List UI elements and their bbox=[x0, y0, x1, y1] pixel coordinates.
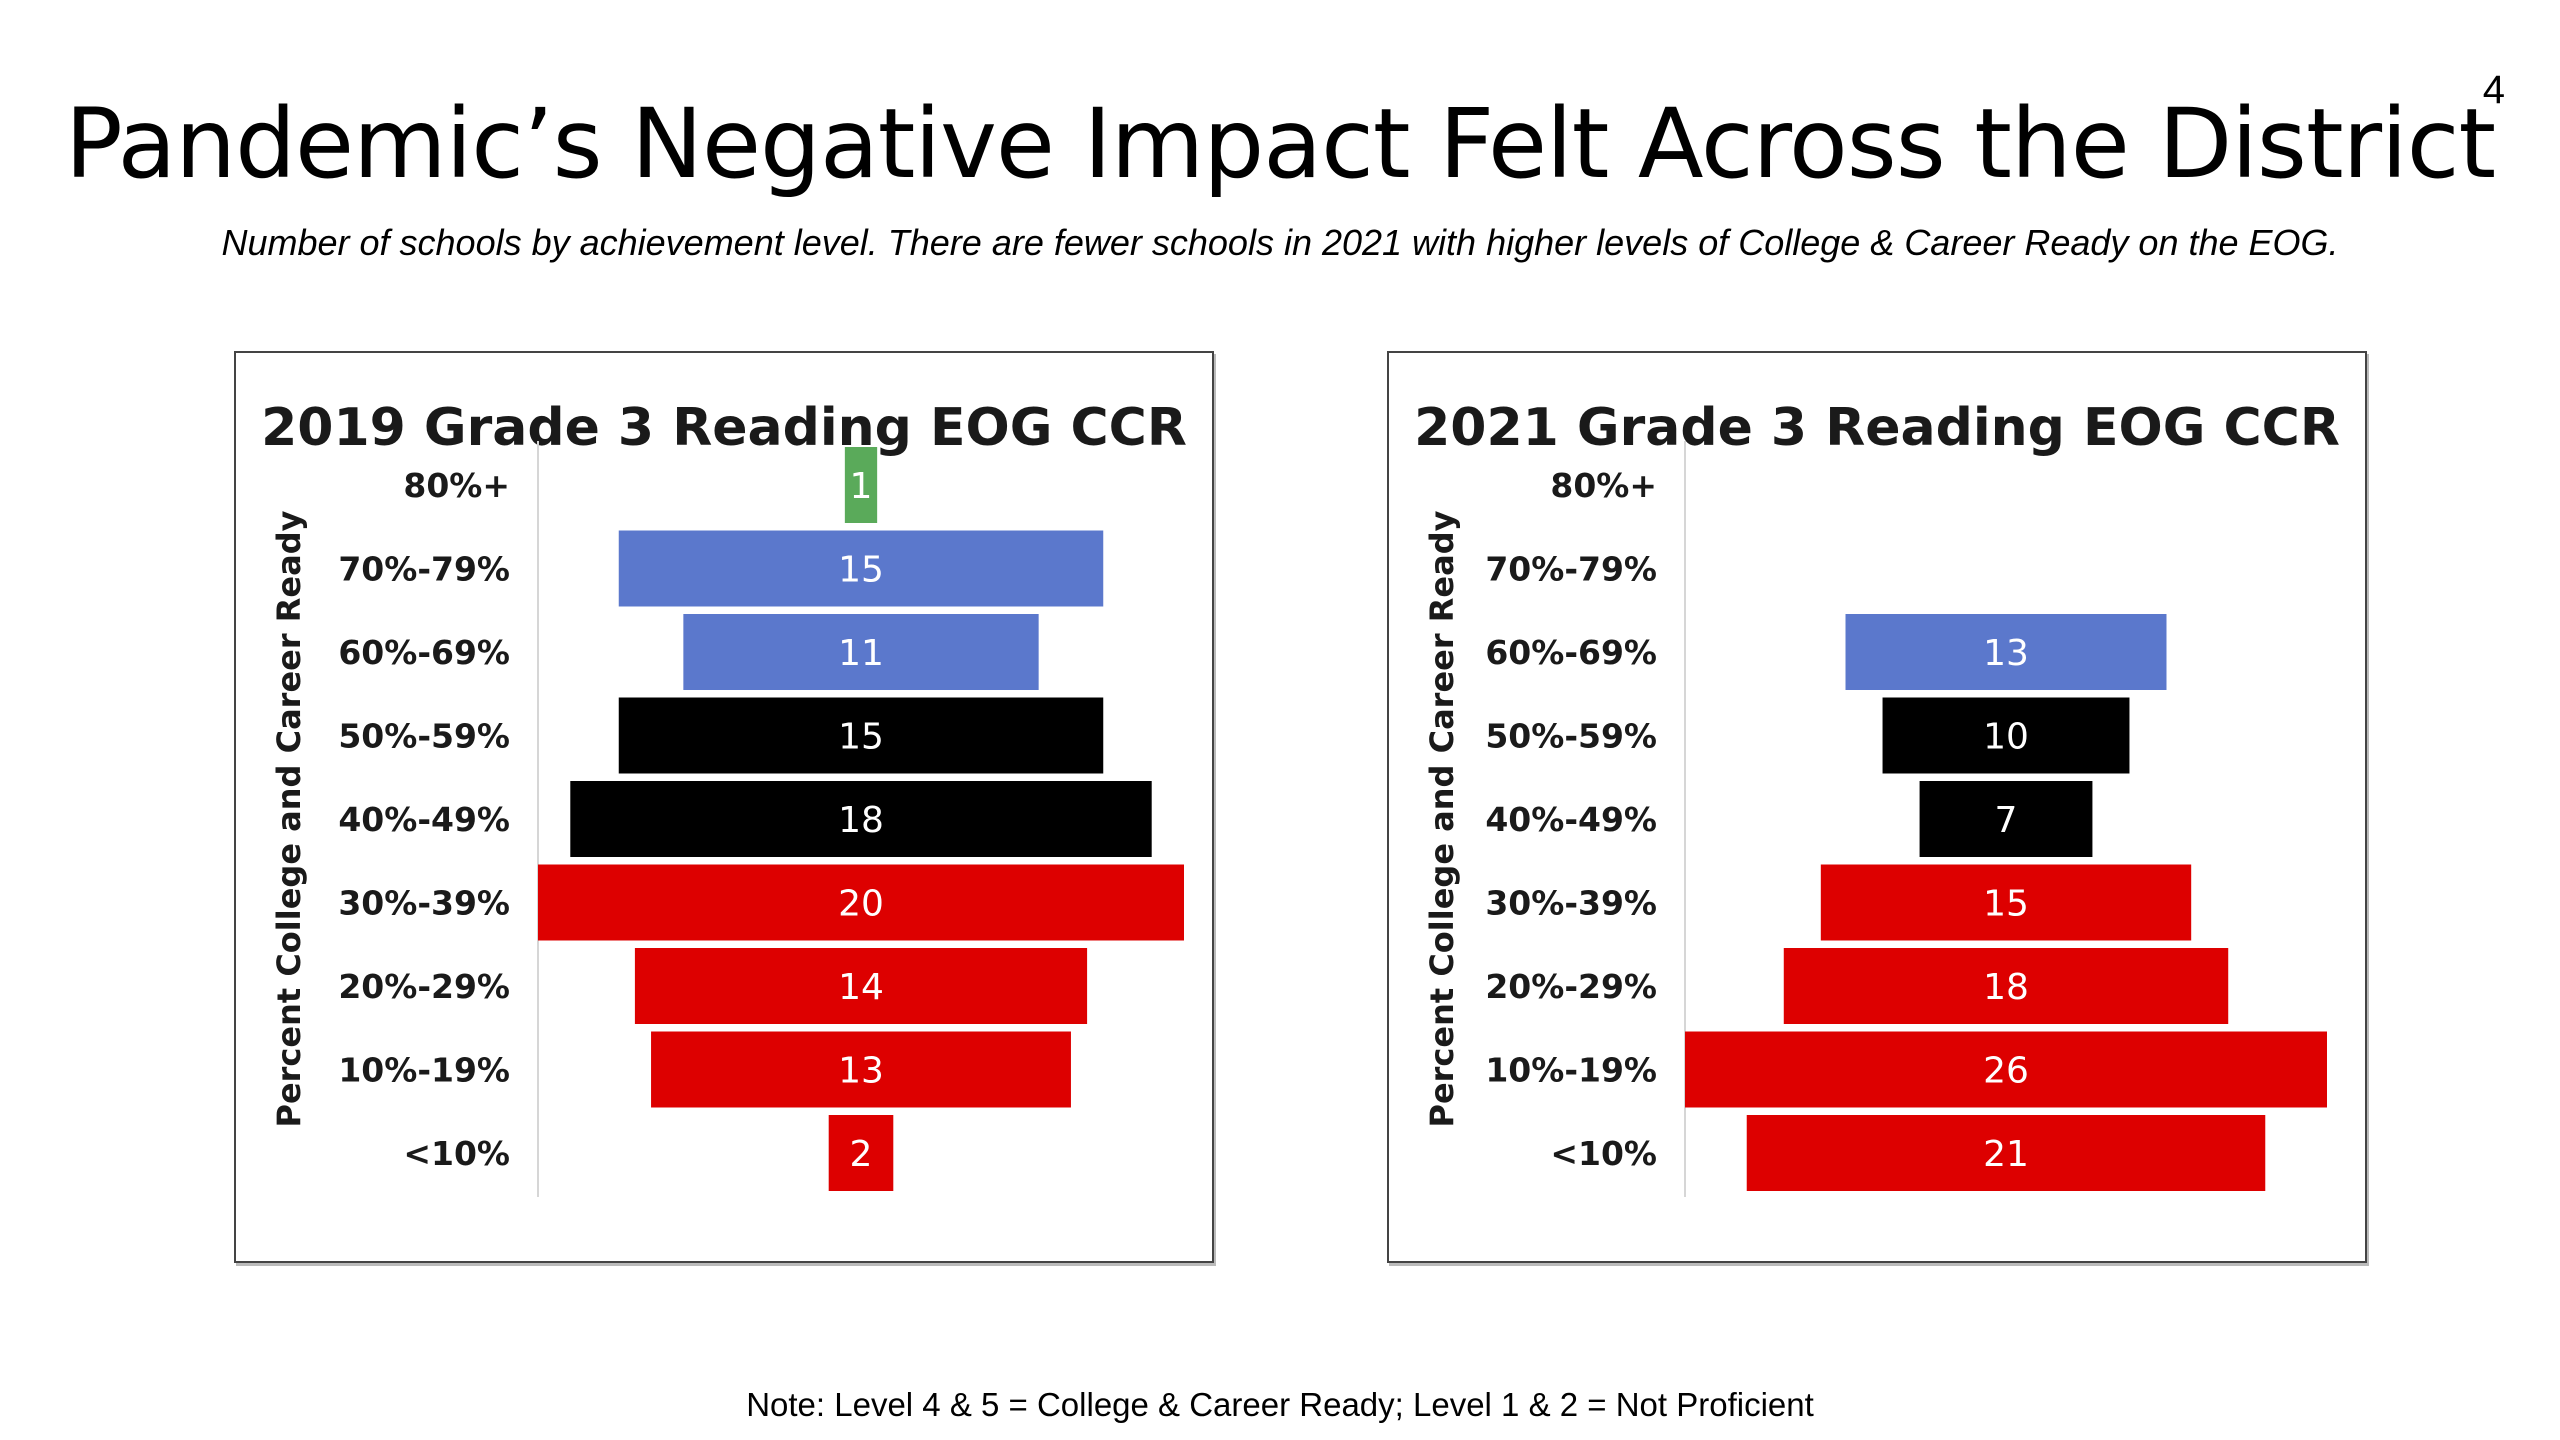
data-label: 18 bbox=[838, 800, 884, 841]
bar bbox=[828, 1115, 894, 1191]
category-label: 70%-79% bbox=[338, 550, 510, 589]
chart-2021-svg: 2021 Grade 3 Reading EOG CCR Percent Coll… bbox=[1414, 398, 2340, 1197]
bar bbox=[634, 948, 1088, 1024]
data-label: 13 bbox=[1983, 633, 2029, 674]
chart-title: 2019 Grade 3 Reading EOG CCR bbox=[261, 398, 1187, 458]
data-label: 10 bbox=[1983, 717, 2029, 758]
data-label: 11 bbox=[838, 633, 884, 674]
category-label: 30%-39% bbox=[1485, 884, 1657, 923]
bar bbox=[1882, 697, 2130, 774]
bar bbox=[651, 1031, 1071, 1108]
bar bbox=[683, 614, 1039, 690]
bar bbox=[1919, 781, 2093, 857]
bar bbox=[538, 864, 1184, 941]
category-label: 40%-49% bbox=[1485, 800, 1657, 839]
data-label: 15 bbox=[1983, 884, 2029, 925]
data-label: 18 bbox=[1983, 967, 2029, 1008]
data-label: 15 bbox=[838, 550, 884, 591]
bar bbox=[844, 447, 878, 523]
data-label: 14 bbox=[838, 967, 884, 1008]
chart-2021-panel: 2021 Grade 3 Reading EOG CCR Percent Coll… bbox=[1387, 351, 2367, 1263]
bar bbox=[570, 781, 1152, 857]
category-label: <10% bbox=[403, 1134, 510, 1173]
category-label: 60%-69% bbox=[338, 633, 510, 672]
slide-title: Pandemic’s Negative Impact Felt Across t… bbox=[64, 88, 2496, 200]
category-label: 20%-29% bbox=[1485, 967, 1657, 1006]
data-label: 20 bbox=[838, 884, 884, 925]
data-label: 15 bbox=[838, 717, 884, 758]
category-label: 40%-49% bbox=[338, 800, 510, 839]
slide-subtitle: Number of schools by achievement level. … bbox=[221, 222, 2339, 263]
category-label: 30%-39% bbox=[338, 884, 510, 923]
category-label: 20%-29% bbox=[338, 967, 510, 1006]
data-label: 26 bbox=[1983, 1051, 2029, 1092]
bar bbox=[1783, 948, 2229, 1024]
category-label: 50%-59% bbox=[338, 717, 510, 756]
chart-2019-svg: 2019 Grade 3 Reading EOG CCR Percent Coll… bbox=[261, 398, 1187, 1197]
category-label: 60%-69% bbox=[1485, 633, 1657, 672]
data-label: 21 bbox=[1983, 1134, 2029, 1175]
data-label: 7 bbox=[1995, 800, 2018, 841]
footnote: Note: Level 4 & 5 = College & Career Rea… bbox=[746, 1386, 1814, 1423]
y-axis-label: Percent College and Career Ready bbox=[1423, 510, 1461, 1127]
category-label: 10%-19% bbox=[338, 1051, 510, 1090]
data-label: 13 bbox=[838, 1051, 884, 1092]
data-label: 2 bbox=[850, 1134, 873, 1175]
data-label: 1 bbox=[850, 466, 873, 507]
bar bbox=[618, 697, 1104, 774]
bar bbox=[1845, 614, 2167, 690]
bar bbox=[1820, 864, 2192, 941]
chart-title: 2021 Grade 3 Reading EOG CCR bbox=[1414, 398, 2340, 458]
category-label: 70%-79% bbox=[1485, 550, 1657, 589]
category-label: 80%+ bbox=[1550, 466, 1657, 505]
category-label: 80%+ bbox=[403, 466, 510, 505]
y-axis-label: Percent College and Career Ready bbox=[270, 510, 308, 1127]
bar bbox=[1685, 1031, 2327, 1108]
category-label: 10%-19% bbox=[1485, 1051, 1657, 1090]
slide-number: 4 bbox=[2482, 68, 2505, 112]
category-label: 50%-59% bbox=[1485, 717, 1657, 756]
bar bbox=[1746, 1115, 2266, 1191]
category-label: <10% bbox=[1550, 1134, 1657, 1173]
bar bbox=[618, 530, 1104, 607]
chart-2019-panel: 2019 Grade 3 Reading EOG CCR Percent Coll… bbox=[234, 351, 1214, 1263]
